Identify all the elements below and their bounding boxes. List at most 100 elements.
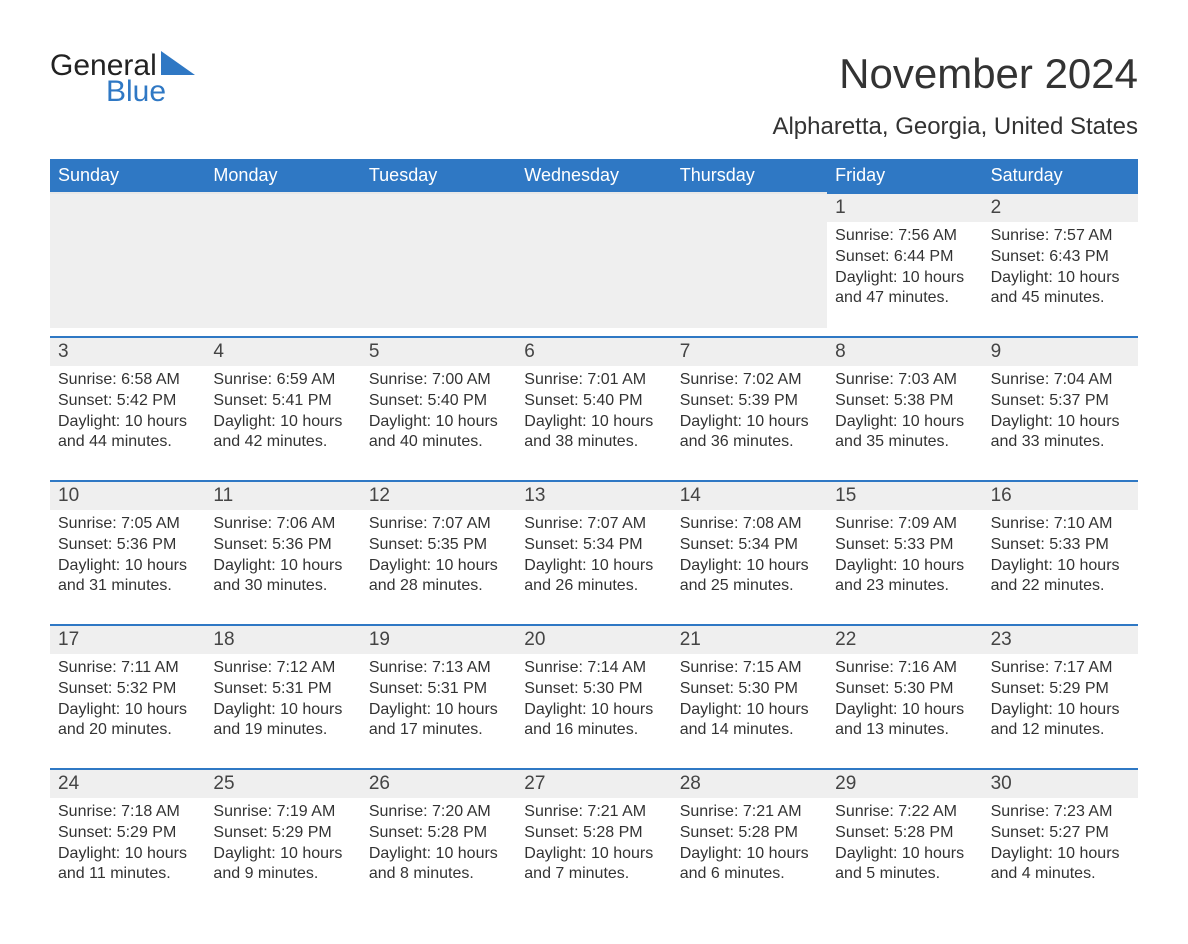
day-cell: 13Sunrise: 7:07 AMSunset: 5:34 PMDayligh… <box>516 480 671 616</box>
day-number: 11 <box>205 482 360 510</box>
sunset-text: Sunset: 5:37 PM <box>991 391 1130 412</box>
sunrise-text: Sunrise: 6:58 AM <box>58 370 197 391</box>
sunset-text: Sunset: 5:40 PM <box>524 391 663 412</box>
week-row: 24Sunrise: 7:18 AMSunset: 5:29 PMDayligh… <box>50 768 1138 904</box>
day-cell: 14Sunrise: 7:08 AMSunset: 5:34 PMDayligh… <box>672 480 827 616</box>
sunset-text: Sunset: 5:31 PM <box>369 679 508 700</box>
sunset-text: Sunset: 5:41 PM <box>213 391 352 412</box>
sunrise-text: Sunrise: 7:01 AM <box>524 370 663 391</box>
weekday-col: Monday <box>205 159 360 192</box>
sunset-text: Sunset: 5:42 PM <box>58 391 197 412</box>
sunrise-text: Sunrise: 7:19 AM <box>213 802 352 823</box>
daylight-text: Daylight: 10 hours and 44 minutes. <box>58 412 197 454</box>
day-details: Sunrise: 7:18 AMSunset: 5:29 PMDaylight:… <box>50 798 205 885</box>
sunset-text: Sunset: 5:27 PM <box>991 823 1130 844</box>
day-cell: 8Sunrise: 7:03 AMSunset: 5:38 PMDaylight… <box>827 336 982 472</box>
day-cell: 19Sunrise: 7:13 AMSunset: 5:31 PMDayligh… <box>361 624 516 760</box>
sunset-text: Sunset: 5:29 PM <box>213 823 352 844</box>
day-cell: 27Sunrise: 7:21 AMSunset: 5:28 PMDayligh… <box>516 768 671 904</box>
day-cell <box>516 192 671 328</box>
daylight-text: Daylight: 10 hours and 35 minutes. <box>835 412 974 454</box>
sunset-text: Sunset: 5:31 PM <box>213 679 352 700</box>
day-cell: 26Sunrise: 7:20 AMSunset: 5:28 PMDayligh… <box>361 768 516 904</box>
day-number: 28 <box>672 770 827 798</box>
day-number: 3 <box>50 338 205 366</box>
day-cell: 5Sunrise: 7:00 AMSunset: 5:40 PMDaylight… <box>361 336 516 472</box>
daylight-text: Daylight: 10 hours and 30 minutes. <box>213 556 352 598</box>
daylight-text: Daylight: 10 hours and 38 minutes. <box>524 412 663 454</box>
day-details: Sunrise: 7:17 AMSunset: 5:29 PMDaylight:… <box>983 654 1138 741</box>
day-cell: 29Sunrise: 7:22 AMSunset: 5:28 PMDayligh… <box>827 768 982 904</box>
daylight-text: Daylight: 10 hours and 25 minutes. <box>680 556 819 598</box>
sunset-text: Sunset: 5:36 PM <box>213 535 352 556</box>
sunrise-text: Sunrise: 7:09 AM <box>835 514 974 535</box>
day-details: Sunrise: 7:21 AMSunset: 5:28 PMDaylight:… <box>516 798 671 885</box>
day-cell: 3 Sunrise: 6:58 AMSunset: 5:42 PMDaylight… <box>50 336 205 472</box>
sunrise-text: Sunrise: 7:03 AM <box>835 370 974 391</box>
day-details: Sunrise: 7:06 AMSunset: 5:36 PMDaylight:… <box>205 510 360 597</box>
sunrise-text: Sunrise: 7:07 AM <box>369 514 508 535</box>
day-details: Sunrise: 7:11 AMSunset: 5:32 PMDaylight:… <box>50 654 205 741</box>
weekday-col: Thursday <box>672 159 827 192</box>
day-number: 26 <box>361 770 516 798</box>
day-number: 20 <box>516 626 671 654</box>
week-row: 10Sunrise: 7:05 AMSunset: 5:36 PMDayligh… <box>50 480 1138 616</box>
sunset-text: Sunset: 5:33 PM <box>991 535 1130 556</box>
sunrise-text: Sunrise: 7:08 AM <box>680 514 819 535</box>
day-cell: 18Sunrise: 7:12 AMSunset: 5:31 PMDayligh… <box>205 624 360 760</box>
day-cell: 22Sunrise: 7:16 AMSunset: 5:30 PMDayligh… <box>827 624 982 760</box>
sunrise-text: Sunrise: 7:21 AM <box>680 802 819 823</box>
day-details: Sunrise: 6:59 AMSunset: 5:41 PMDaylight:… <box>205 366 360 453</box>
sunset-text: Sunset: 5:34 PM <box>524 535 663 556</box>
day-cell: 15Sunrise: 7:09 AMSunset: 5:33 PMDayligh… <box>827 480 982 616</box>
sunrise-text: Sunrise: 7:18 AM <box>58 802 197 823</box>
sunrise-text: Sunrise: 7:13 AM <box>369 658 508 679</box>
day-cell: 25 Sunrise: 7:19 AMSunset: 5:29 PMDayligh… <box>205 768 360 904</box>
sunrise-text: Sunrise: 7:05 AM <box>58 514 197 535</box>
page-title: November 2024 <box>839 50 1138 98</box>
day-details: Sunrise: 7:01 AMSunset: 5:40 PMDaylight:… <box>516 366 671 453</box>
day-cell: 24Sunrise: 7:18 AMSunset: 5:29 PMDayligh… <box>50 768 205 904</box>
day-cell: 4Sunrise: 6:59 AMSunset: 5:41 PMDaylight… <box>205 336 360 472</box>
day-number: 16 <box>983 482 1138 510</box>
sunset-text: Sunset: 5:28 PM <box>369 823 508 844</box>
day-details: Sunrise: 7:07 AMSunset: 5:35 PMDaylight:… <box>361 510 516 597</box>
day-details: Sunrise: 7:00 AMSunset: 5:40 PMDaylight:… <box>361 366 516 453</box>
sunset-text: Sunset: 5:32 PM <box>58 679 197 700</box>
day-number: 5 <box>361 338 516 366</box>
day-details: Sunrise: 7:02 AMSunset: 5:39 PMDaylight:… <box>672 366 827 453</box>
day-number: 2 <box>983 194 1138 222</box>
sunrise-text: Sunrise: 7:57 AM <box>991 226 1130 247</box>
sunset-text: Sunset: 5:40 PM <box>369 391 508 412</box>
day-number: 25 <box>205 770 360 798</box>
daylight-text: Daylight: 10 hours and 13 minutes. <box>835 700 974 742</box>
day-cell <box>50 192 205 328</box>
daylight-text: Daylight: 10 hours and 14 minutes. <box>680 700 819 742</box>
sunset-text: Sunset: 5:39 PM <box>680 391 819 412</box>
sunset-text: Sunset: 5:33 PM <box>835 535 974 556</box>
daylight-text: Daylight: 10 hours and 9 minutes. <box>213 844 352 886</box>
sunset-text: Sunset: 5:29 PM <box>58 823 197 844</box>
day-cell <box>205 192 360 328</box>
day-number: 19 <box>361 626 516 654</box>
daylight-text: Daylight: 10 hours and 4 minutes. <box>991 844 1130 886</box>
day-cell: 20Sunrise: 7:14 AMSunset: 5:30 PMDayligh… <box>516 624 671 760</box>
day-cell: 21Sunrise: 7:15 AMSunset: 5:30 PMDayligh… <box>672 624 827 760</box>
sunrise-text: Sunrise: 7:17 AM <box>991 658 1130 679</box>
weekday-col: Friday <box>827 159 982 192</box>
location-subtitle: Alpharetta, Georgia, United States <box>50 113 1138 141</box>
day-cell <box>672 192 827 328</box>
weekday-col: Tuesday <box>361 159 516 192</box>
day-number: 22 <box>827 626 982 654</box>
sunrise-text: Sunrise: 7:02 AM <box>680 370 819 391</box>
day-number: 18 <box>205 626 360 654</box>
day-details: Sunrise: 7:12 AMSunset: 5:31 PMDaylight:… <box>205 654 360 741</box>
day-details: Sunrise: 7:10 AMSunset: 5:33 PMDaylight:… <box>983 510 1138 597</box>
sunrise-text: Sunrise: 7:56 AM <box>835 226 974 247</box>
day-details: Sunrise: 7:04 AMSunset: 5:37 PMDaylight:… <box>983 366 1138 453</box>
sunset-text: Sunset: 6:44 PM <box>835 247 974 268</box>
day-cell: 1Sunrise: 7:56 AMSunset: 6:44 PMDaylight… <box>827 192 982 328</box>
daylight-text: Daylight: 10 hours and 8 minutes. <box>369 844 508 886</box>
sunrise-text: Sunrise: 7:11 AM <box>58 658 197 679</box>
day-cell: 17Sunrise: 7:11 AMSunset: 5:32 PMDayligh… <box>50 624 205 760</box>
